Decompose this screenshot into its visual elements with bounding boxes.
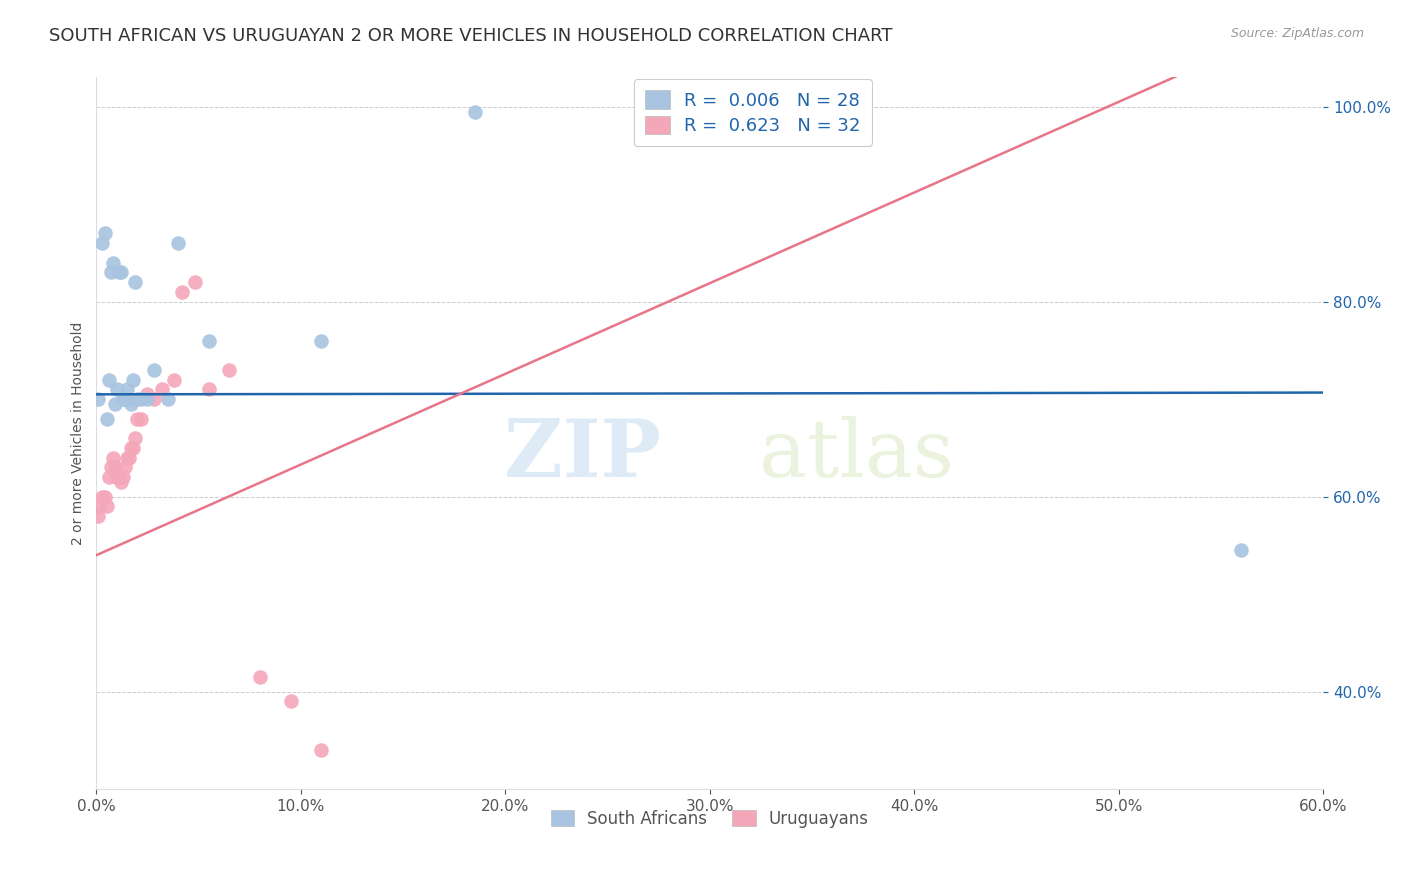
Point — [142, 363, 165, 377]
Point — [114, 460, 136, 475]
Text: atlas: atlas — [759, 416, 955, 493]
Point — [249, 670, 271, 684]
Point — [104, 397, 127, 411]
Point — [198, 383, 221, 397]
Point — [91, 490, 114, 504]
Legend: South Africans, Uruguayans: South Africans, Uruguayans — [544, 803, 876, 834]
Point — [115, 450, 138, 465]
Point — [124, 431, 146, 445]
Point — [172, 285, 194, 299]
Point — [111, 470, 134, 484]
Point — [311, 334, 333, 348]
Point — [163, 373, 186, 387]
Point — [118, 392, 141, 407]
Point — [110, 265, 132, 279]
Point — [124, 275, 146, 289]
Point — [136, 392, 159, 407]
Point — [122, 373, 145, 387]
Point — [93, 227, 115, 241]
Point — [150, 383, 173, 397]
Point — [108, 265, 131, 279]
Point — [93, 490, 115, 504]
Point — [183, 275, 205, 289]
Text: ZIP: ZIP — [503, 416, 661, 493]
Point — [127, 392, 149, 407]
Point — [122, 441, 145, 455]
Point — [101, 450, 124, 465]
Point — [96, 500, 118, 514]
Point — [280, 694, 302, 708]
Point — [104, 460, 127, 475]
Point — [96, 411, 118, 425]
Point — [97, 470, 120, 484]
Point — [311, 743, 333, 757]
Point — [131, 392, 153, 407]
Point — [110, 475, 132, 489]
Point — [114, 392, 136, 407]
Point — [198, 334, 221, 348]
Point — [91, 236, 114, 251]
Point — [464, 104, 486, 119]
Point — [120, 441, 142, 455]
Point — [101, 256, 124, 270]
Point — [1230, 543, 1253, 558]
Point — [218, 363, 240, 377]
Point — [108, 470, 131, 484]
Point — [105, 470, 128, 484]
Point — [115, 383, 138, 397]
Point — [142, 392, 165, 407]
Point — [120, 397, 142, 411]
Text: SOUTH AFRICAN VS URUGUAYAN 2 OR MORE VEHICLES IN HOUSEHOLD CORRELATION CHART: SOUTH AFRICAN VS URUGUAYAN 2 OR MORE VEH… — [49, 27, 893, 45]
Point — [100, 460, 122, 475]
Point — [97, 373, 120, 387]
Point — [131, 411, 153, 425]
Text: Source: ZipAtlas.com: Source: ZipAtlas.com — [1230, 27, 1364, 40]
Y-axis label: 2 or more Vehicles in Household: 2 or more Vehicles in Household — [72, 322, 86, 545]
Point — [156, 392, 179, 407]
Point — [87, 509, 110, 524]
Point — [87, 392, 110, 407]
Point — [136, 387, 159, 401]
Point — [118, 450, 141, 465]
Point — [111, 392, 134, 407]
Point — [167, 236, 190, 251]
Point — [127, 411, 149, 425]
Point — [105, 383, 128, 397]
Point — [89, 500, 111, 514]
Point — [100, 265, 122, 279]
